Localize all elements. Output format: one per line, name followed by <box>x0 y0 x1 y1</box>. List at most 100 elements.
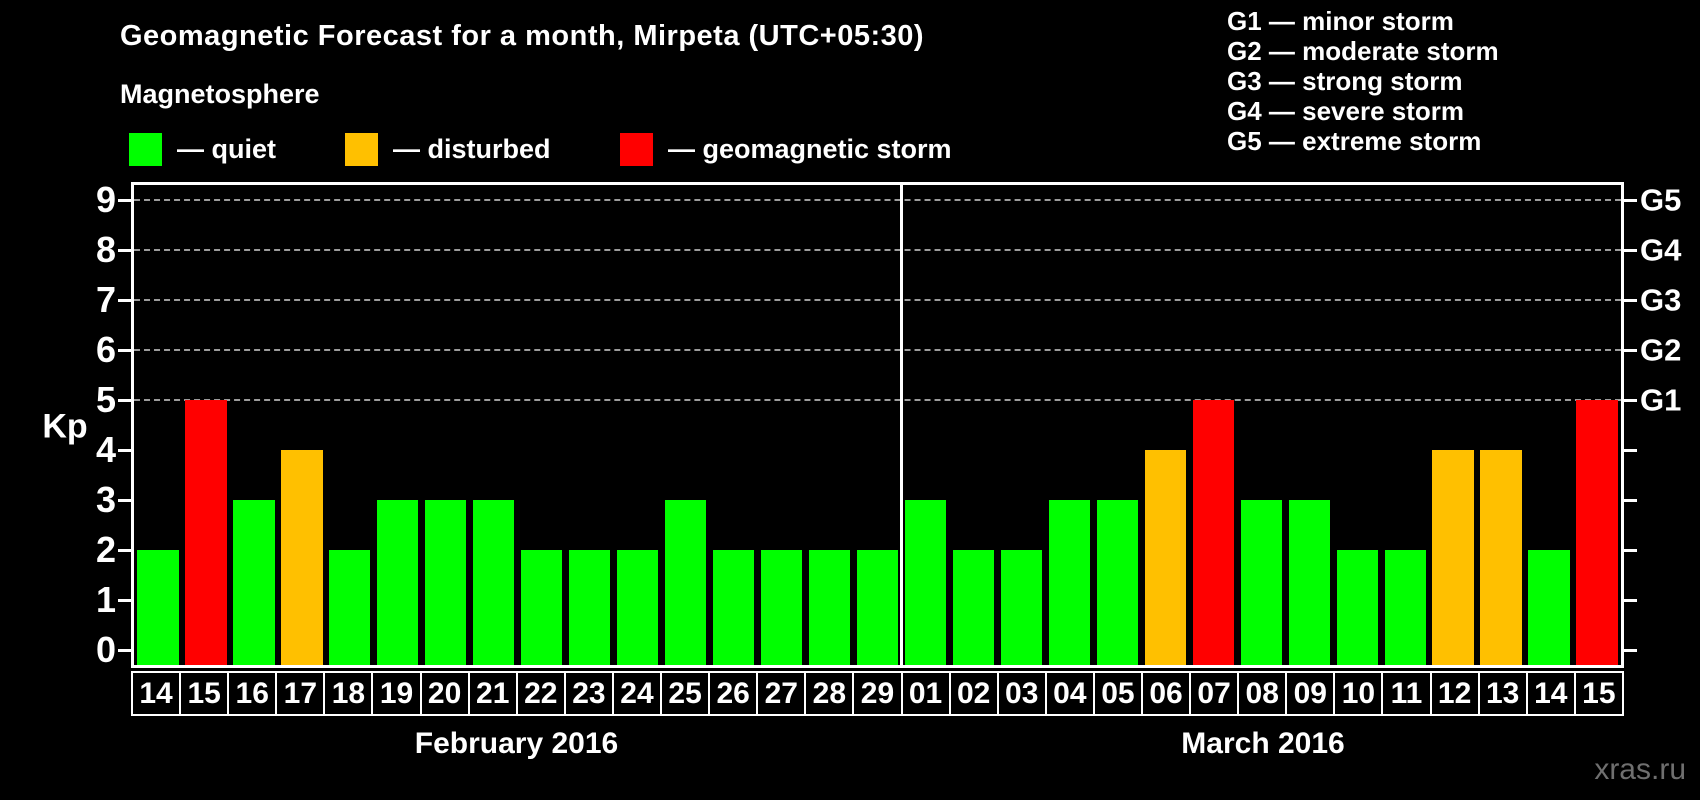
day-label: 25 <box>660 671 711 716</box>
day-label: 11 <box>1381 671 1432 716</box>
kp-bar <box>617 550 659 665</box>
y-tick-label: 5 <box>95 379 116 420</box>
y-tick-right <box>1624 648 1637 652</box>
month-label-march: March 2016 <box>1181 727 1345 760</box>
disturbed-color-swatch <box>345 132 378 166</box>
g-scale-item-g1: G1 — minor storm <box>1227 6 1454 36</box>
kp-bar <box>856 550 899 665</box>
day-label: 12 <box>1429 671 1480 716</box>
kp-bar <box>569 550 611 665</box>
kp-bar <box>1384 550 1426 665</box>
kp-bar <box>952 550 995 665</box>
kp-bar <box>1288 500 1330 665</box>
day-label: 28 <box>804 671 855 716</box>
legend-quiet-label: — quiet <box>177 133 276 164</box>
y-tick-label: 2 <box>95 529 116 570</box>
kp-bar <box>233 500 275 665</box>
g-level-label-g5: G5 <box>1640 182 1682 218</box>
kp-bar <box>185 400 227 665</box>
kp-bar <box>1000 550 1043 665</box>
y-tick-label: 4 <box>95 429 116 470</box>
page-title: Geomagnetic Forecast for a month, Mirpet… <box>120 20 925 52</box>
day-label: 17 <box>275 671 326 716</box>
g-level-label-g4: G4 <box>1640 232 1682 268</box>
y-tick-left <box>118 448 131 452</box>
y-tick-right <box>1624 198 1637 202</box>
day-label: 02 <box>948 671 999 716</box>
day-label: 08 <box>1237 671 1288 716</box>
y-tick-right <box>1624 248 1637 252</box>
day-label: 15 <box>1573 671 1624 716</box>
day-label: 18 <box>323 671 374 716</box>
day-label: 26 <box>708 671 759 716</box>
legend-storm-label: — geomagnetic storm <box>668 133 952 164</box>
day-label: 29 <box>852 671 903 716</box>
day-label: 10 <box>1333 671 1384 716</box>
g-scale-item-g3: G3 — strong storm <box>1227 66 1463 96</box>
g-level-label-g2: G2 <box>1640 332 1682 368</box>
y-tick-label: 0 <box>95 629 116 670</box>
day-label: 06 <box>1140 671 1192 716</box>
y-tick-label: 8 <box>95 229 116 270</box>
day-label: 01 <box>900 671 951 716</box>
kp-bar <box>1480 450 1522 665</box>
y-tick-left <box>118 498 131 502</box>
day-label: 16 <box>227 671 278 716</box>
kp-axis-label: Kp <box>42 407 88 446</box>
g-scale-legend: G1 — minor storm G2 — moderate storm G3 … <box>1227 6 1499 156</box>
day-axis: 14 15 16 17 18 19 20 21 22 23 24 25 26 27 28 29 01 02 03 04… <box>131 671 1624 716</box>
kp-bar <box>760 550 803 665</box>
watermark: xras.ru <box>1594 753 1686 786</box>
day-label: 20 <box>419 671 470 716</box>
day-label: 15 <box>179 671 230 716</box>
quiet-color-swatch <box>129 132 162 166</box>
y-tick-right <box>1624 398 1637 402</box>
kp-bar <box>1096 500 1138 665</box>
kp-bar <box>1432 450 1474 665</box>
day-label: 05 <box>1092 671 1143 716</box>
kp-bar <box>1240 500 1282 665</box>
kp-bar <box>425 500 467 665</box>
kp-bar <box>1528 550 1570 665</box>
g-level-label-g3: G3 <box>1640 282 1682 318</box>
kp-bar <box>1336 550 1378 665</box>
day-label: 03 <box>996 671 1047 716</box>
day-label: 14 <box>131 671 182 716</box>
kp-bar <box>808 550 851 665</box>
kp-bar <box>904 500 947 665</box>
kp-bar <box>329 550 371 665</box>
g-level-label-g1: G1 <box>1640 382 1682 418</box>
y-tick-left <box>118 198 131 202</box>
kp-bar <box>1576 400 1618 665</box>
month-divider <box>899 185 903 665</box>
g-scale-item-g4: G4 — severe storm <box>1227 96 1465 126</box>
day-label: 21 <box>467 671 518 716</box>
day-label: 13 <box>1477 671 1528 716</box>
day-label: 04 <box>1044 671 1095 716</box>
y-tick-label: 9 <box>95 179 116 220</box>
day-label: 22 <box>515 671 566 716</box>
day-label: 07 <box>1189 671 1240 716</box>
storm-color-swatch <box>620 132 653 166</box>
y-tick-left <box>118 298 131 302</box>
y-tick-left <box>118 598 131 602</box>
y-tick-right <box>1624 498 1637 502</box>
y-tick-left <box>118 248 131 252</box>
day-label: 24 <box>611 671 663 716</box>
day-label: 19 <box>371 671 422 716</box>
gridline-kp-5 <box>134 399 1621 401</box>
y-tick-left <box>118 548 131 552</box>
gridline-kp-6 <box>134 349 1621 351</box>
kp-bar <box>712 550 755 665</box>
gridline-kp-8 <box>134 249 1621 251</box>
kp-bar <box>1144 450 1186 665</box>
y-tick-right <box>1624 348 1637 352</box>
plot-area <box>118 182 1637 668</box>
y-tick-right <box>1624 448 1637 452</box>
y-tick-right <box>1624 548 1637 552</box>
g-scale-item-g5: G5 — extreme storm <box>1227 126 1482 156</box>
kp-bar <box>1048 500 1090 665</box>
kp-bar <box>377 500 419 665</box>
day-label: 14 <box>1525 671 1576 716</box>
y-tick-right <box>1624 598 1637 602</box>
